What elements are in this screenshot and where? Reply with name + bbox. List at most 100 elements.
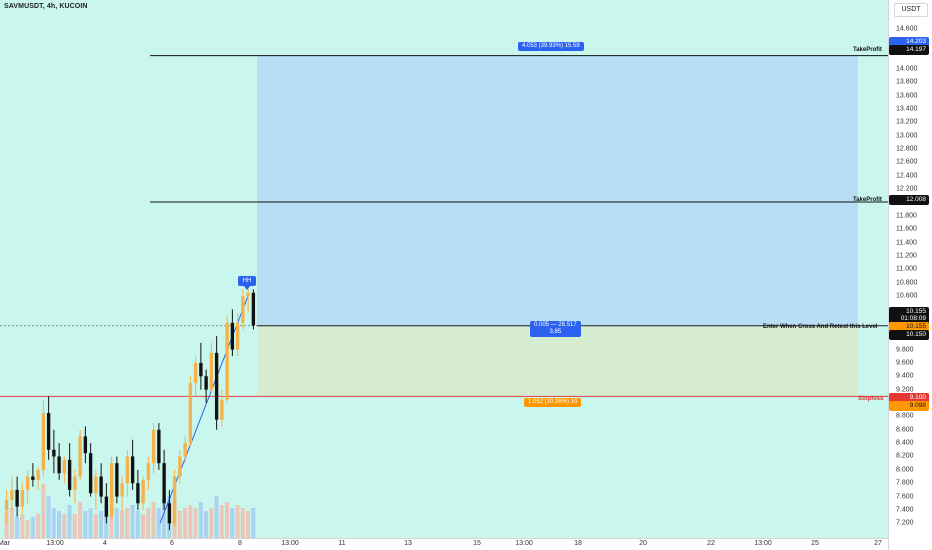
candle-body [10, 489, 14, 500]
stop-loss-label: Stoploss [858, 396, 884, 402]
candle-body [235, 322, 240, 350]
stop-top-badge: 9.100 [889, 393, 929, 403]
price-tick: 14.600 [896, 25, 918, 33]
candle-body [78, 436, 82, 477]
candle-body [115, 463, 119, 497]
candle-body [67, 459, 72, 490]
candle-body [251, 292, 256, 326]
price-tick: 7.200 [896, 519, 914, 527]
volume-bar [230, 508, 235, 538]
price-tick: 13.000 [896, 132, 918, 140]
time-axis[interactable] [0, 538, 888, 550]
volume-bar [209, 508, 214, 538]
volume-bar [4, 511, 9, 538]
price-tick: 8.400 [896, 439, 914, 447]
price-tick: 11.000 [896, 265, 917, 273]
candle-body [41, 413, 46, 470]
take-profit-1-label: TakeProfit [853, 47, 882, 53]
volume-bar [183, 508, 188, 538]
candle-body [183, 443, 187, 457]
time-tick: 25 [811, 540, 819, 547]
chart-pane[interactable]: SAVMUSDT, 4h, KUCOIN HH 4.053 (39.93%) 1… [0, 0, 888, 538]
price-tick: 12.200 [896, 185, 918, 193]
candle-body [130, 456, 135, 484]
candle-body [162, 463, 166, 504]
price-tick: 7.800 [896, 479, 914, 487]
candle-body [214, 352, 219, 420]
volume-bar [146, 508, 151, 538]
volume-bar [46, 496, 51, 538]
volume-bar [30, 517, 35, 538]
candle-body [167, 503, 172, 524]
volume-bar [88, 508, 93, 538]
time-tick: 20 [639, 540, 647, 547]
candle-body [230, 322, 235, 350]
volume-bar [83, 511, 88, 538]
price-tick: 12.400 [896, 172, 918, 180]
price-tick: 13.200 [896, 118, 918, 126]
price-tick: 9.600 [896, 359, 914, 367]
volume-bar [235, 505, 240, 538]
volume-bar [99, 511, 104, 538]
volume-bar [130, 505, 135, 538]
entry-stats-line-2: 3.85 [549, 329, 562, 335]
volume-bar [204, 511, 209, 538]
candle-body [225, 322, 229, 400]
price-tick: 12.600 [896, 158, 918, 166]
volume-bar [251, 508, 256, 538]
candle-body [15, 489, 19, 507]
price-tick: 8.800 [896, 412, 914, 420]
price-tick: 11.200 [896, 252, 917, 260]
volume-bar [214, 496, 219, 538]
volume-bar [151, 502, 156, 538]
price-tick: 11.600 [896, 225, 917, 233]
stop-stats-label: 1.052 (10.36%) 10 [524, 398, 582, 407]
candle-body [36, 469, 40, 480]
price-tick: 7.400 [896, 506, 914, 514]
candle-body [125, 456, 130, 484]
volume-bar [36, 514, 41, 538]
time-tick: 18 [574, 540, 582, 547]
volume-bar [93, 514, 98, 538]
tp1-bottom-badge: 14.197 [889, 45, 929, 55]
price-chart[interactable] [0, 0, 888, 538]
candle-body [151, 429, 156, 464]
symbol-title: SAVMUSDT, 4h, KUCOIN [4, 3, 88, 10]
candle-body [109, 463, 114, 517]
entry-bottom-badge: 10.150 [889, 330, 929, 340]
price-axis[interactable] [888, 0, 932, 550]
candle-body [193, 362, 198, 383]
time-tick: Mar [0, 540, 11, 547]
candle-body [146, 463, 151, 480]
time-tick: 13:00 [515, 540, 533, 547]
time-tick: 15 [473, 540, 481, 547]
price-tick: 8.600 [896, 426, 914, 434]
candle-body [83, 436, 88, 454]
currency-button[interactable]: USDT [894, 3, 928, 17]
time-tick: 11 [338, 540, 346, 547]
loss-zone [257, 325, 858, 397]
tp1-top-badge: 14.203 [889, 37, 929, 47]
candle-body [88, 453, 93, 494]
volume-bar [72, 514, 77, 538]
volume-bar [198, 502, 203, 538]
candle-body [241, 296, 245, 323]
volume-bar [57, 511, 62, 538]
candle-body [141, 479, 145, 504]
price-tick: 7.600 [896, 493, 914, 501]
candle-body [62, 459, 67, 474]
price-tick: 8.200 [896, 452, 914, 460]
price-tick: 13.600 [896, 92, 918, 100]
time-tick: 13:00 [46, 540, 64, 547]
candle-body [20, 489, 25, 507]
hh-badge[interactable]: HH [238, 276, 256, 290]
price-tick: 12.800 [896, 145, 918, 153]
candle-body [4, 499, 9, 510]
price-tick: 13.400 [896, 105, 918, 113]
candle-body [73, 476, 77, 490]
volume-bar [9, 508, 14, 538]
volume-bar [188, 505, 193, 538]
volume-bar [193, 508, 198, 538]
candle-body [220, 399, 224, 420]
